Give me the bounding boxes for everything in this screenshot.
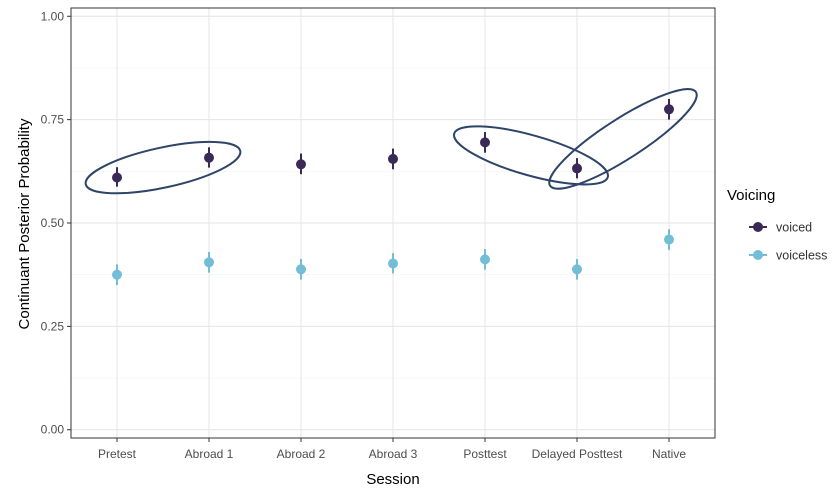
annotation-ellipse (453, 125, 609, 186)
y-tick-label: 0.00 (41, 423, 65, 437)
voiceless-point (572, 264, 582, 275)
legend-items: voiced voiceless (749, 221, 827, 263)
annotations (84, 88, 698, 195)
legend-label-voiceless: voiceless (776, 249, 827, 263)
legend-key-voiced (753, 222, 763, 232)
voiceless-point (388, 258, 398, 269)
x-tick-label: Posttest (463, 447, 507, 461)
x-tick-label: Delayed Posttest (532, 447, 623, 461)
voiced-point (572, 163, 582, 174)
voiced-point (480, 137, 490, 148)
x-axis-title: Session (366, 471, 419, 488)
x-tick-label: Abroad 2 (277, 447, 326, 461)
grid (71, 8, 715, 438)
voiceless-point (204, 257, 214, 268)
y-tick-label: 0.75 (41, 113, 65, 127)
legend-title: Voicing (727, 187, 775, 204)
legend-label-voiced: voiced (776, 221, 812, 235)
x-tick-label: Abroad 1 (185, 447, 234, 461)
x-axis: Pretest Abroad 1 Abroad 2 Abroad 3 Posttest D… (98, 438, 686, 461)
x-tick-label: Native (652, 447, 686, 461)
voiced-point (296, 159, 306, 170)
data-marks (112, 98, 674, 286)
y-tick-label: 0.50 (41, 216, 65, 230)
y-tick-label: 1.00 (41, 9, 65, 23)
x-tick-label: Abroad 3 (369, 447, 418, 461)
voiced-point (388, 153, 398, 164)
y-tick-label: 0.25 (41, 319, 65, 333)
voiced-point (112, 172, 122, 183)
voiceless-point (480, 254, 490, 265)
y-axis-title: Continuant Posterior Probability (16, 118, 33, 329)
annotation-ellipse (548, 88, 698, 190)
annotation-ellipse (84, 140, 242, 195)
plot-border (70, 7, 716, 439)
x-tick-label: Pretest (98, 447, 137, 461)
voiced-point (204, 152, 214, 163)
y-axis: 0.00 0.25 0.50 0.75 1.00 (41, 9, 71, 437)
legend-key-voiceless (753, 250, 763, 260)
voiceless-point (112, 269, 122, 280)
legend: Voicing voiced voiceless (727, 187, 827, 263)
voiceless-point (664, 234, 674, 245)
voiceless-point (296, 264, 306, 275)
voiced-point (664, 104, 674, 115)
